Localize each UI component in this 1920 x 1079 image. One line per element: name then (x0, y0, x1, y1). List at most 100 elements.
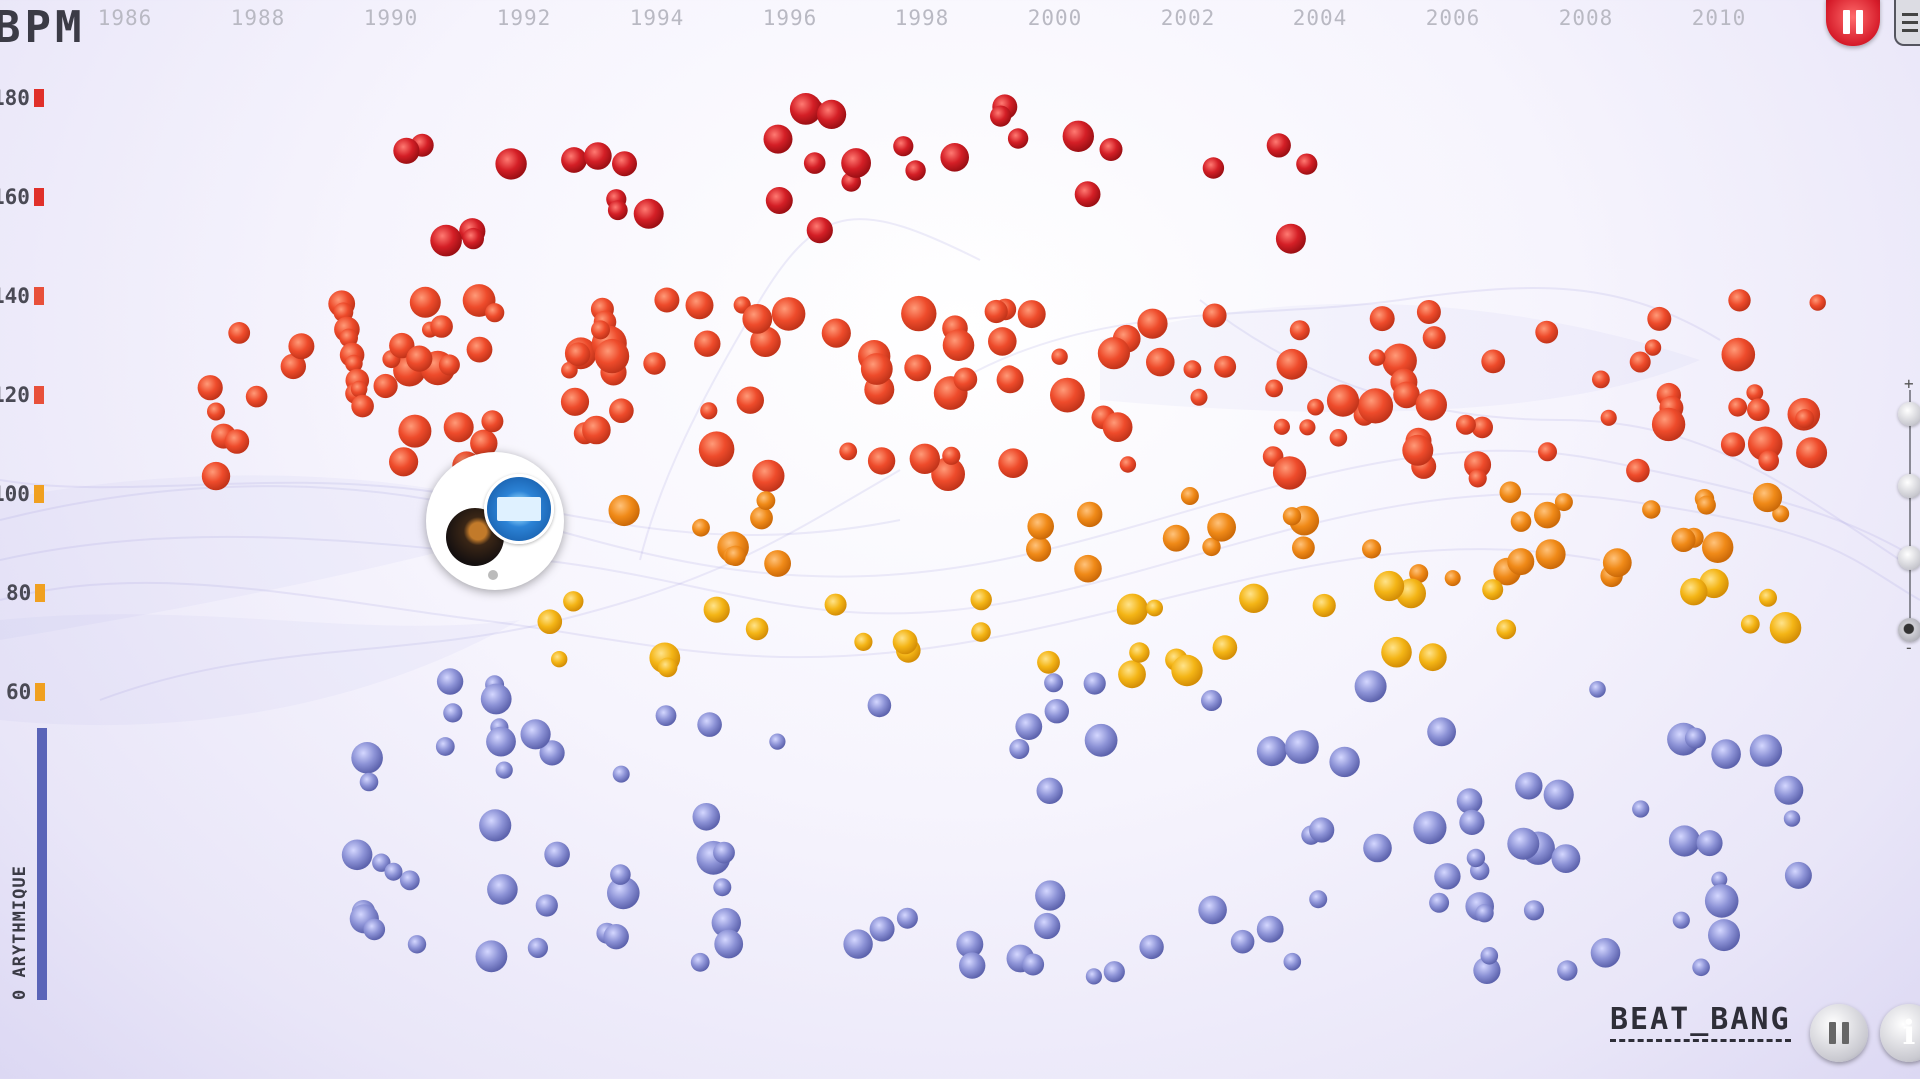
song-bubble[interactable] (1083, 672, 1106, 695)
song-bubble[interactable] (1326, 384, 1360, 417)
song-bubble[interactable] (750, 326, 781, 358)
song-bubble[interactable] (1809, 294, 1826, 311)
song-bubble[interactable] (224, 429, 250, 454)
song-bubble[interactable] (1473, 956, 1501, 985)
song-bubble[interactable] (537, 609, 563, 634)
song-bubble[interactable] (612, 151, 637, 177)
song-bubble[interactable] (1642, 500, 1661, 519)
song-bubble[interactable] (466, 336, 493, 363)
song-bubble[interactable] (1309, 817, 1335, 843)
song-bubble[interactable] (725, 545, 746, 566)
song-bubble[interactable] (345, 354, 363, 373)
song-bubble[interactable] (697, 712, 722, 737)
year-label[interactable]: 2006 (1425, 6, 1481, 30)
song-bubble[interactable] (1357, 388, 1394, 424)
song-bubble[interactable] (1329, 746, 1360, 778)
song-bubble[interactable] (752, 459, 785, 492)
song-bubble[interactable] (1202, 537, 1221, 557)
song-bubble[interactable] (393, 137, 420, 164)
song-bubble[interactable] (1796, 437, 1828, 469)
song-bubble[interactable] (607, 200, 628, 221)
song-bubble[interactable] (1084, 723, 1118, 757)
song-bubble[interactable] (1702, 531, 1734, 563)
song-bubble[interactable] (824, 593, 847, 616)
song-bubble[interactable] (612, 765, 630, 783)
song-bubble[interactable] (1692, 958, 1710, 977)
song-bubble[interactable] (714, 929, 744, 959)
song-bubble[interactable] (1077, 501, 1103, 528)
song-bubble[interactable] (1368, 349, 1386, 366)
song-bubble[interactable] (1027, 513, 1054, 540)
song-bubble[interactable] (1444, 570, 1461, 587)
song-bubble[interactable] (475, 940, 508, 973)
song-bubble[interactable] (756, 491, 776, 510)
song-bubble[interactable] (789, 93, 822, 125)
song-bubble[interactable] (1299, 419, 1316, 436)
song-bubble[interactable] (942, 446, 961, 465)
song-bubble[interactable] (1034, 912, 1061, 940)
song-bubble[interactable] (551, 651, 568, 668)
zoom-stop-selected[interactable] (1898, 618, 1920, 642)
song-bubble[interactable] (1116, 593, 1148, 625)
song-bubble[interactable] (893, 136, 914, 157)
song-bubble[interactable] (763, 124, 793, 154)
song-bubble[interactable] (398, 414, 432, 448)
song-bubble[interactable] (480, 683, 512, 715)
song-bubble[interactable] (430, 224, 462, 257)
song-bubble[interactable] (1728, 289, 1751, 312)
song-bubble[interactable] (1051, 348, 1068, 365)
song-bubble[interactable] (1459, 809, 1485, 836)
song-bubble[interactable] (892, 629, 918, 655)
song-bubble[interactable] (654, 287, 680, 313)
song-bubble[interactable] (1036, 777, 1063, 804)
song-bubble[interactable] (1202, 157, 1225, 179)
song-bubble[interactable] (971, 622, 991, 642)
song-bubble[interactable] (443, 703, 463, 723)
song-bubble[interactable] (1118, 660, 1146, 689)
song-bubble[interactable] (803, 152, 826, 174)
year-label[interactable]: 2010 (1691, 6, 1747, 30)
song-bubble[interactable] (1180, 487, 1199, 505)
song-bubble[interactable] (904, 354, 932, 382)
song-bubble[interactable] (901, 295, 937, 332)
song-bubble[interactable] (373, 373, 398, 399)
song-bubble[interactable] (435, 737, 455, 756)
song-bubble[interactable] (867, 693, 892, 718)
song-bubble[interactable] (1668, 825, 1701, 857)
song-bubble[interactable] (1256, 736, 1287, 767)
song-bubble[interactable] (607, 876, 640, 910)
song-bubble[interactable] (953, 367, 978, 392)
zoom-stop[interactable] (1898, 474, 1920, 498)
song-bubble[interactable] (1289, 320, 1310, 341)
song-bubble[interactable] (1721, 337, 1756, 372)
song-bubble[interactable] (560, 387, 590, 416)
zoom-minus-icon[interactable]: - (1904, 638, 1914, 657)
song-bubble[interactable] (351, 394, 374, 418)
song-bubble[interactable] (655, 705, 677, 726)
song-bubble[interactable] (1647, 306, 1672, 331)
song-bubble[interactable] (1275, 223, 1306, 254)
year-label[interactable]: 1988 (230, 6, 286, 30)
menu-icon[interactable] (1894, 0, 1920, 46)
song-bubble[interactable] (1557, 960, 1578, 981)
song-bubble[interactable] (1044, 673, 1064, 693)
song-bubble[interactable] (1602, 548, 1632, 578)
song-bubble[interactable] (1632, 800, 1650, 818)
song-bubble[interactable] (1720, 432, 1746, 457)
song-bubble[interactable] (527, 937, 549, 959)
song-bubble[interactable] (561, 361, 578, 379)
song-bubble[interactable] (1037, 650, 1060, 674)
song-bubble[interactable] (854, 632, 873, 652)
year-label[interactable]: 1992 (496, 6, 552, 30)
year-label[interactable]: 1994 (629, 6, 685, 30)
song-bubble[interactable] (905, 160, 926, 181)
song-bubble[interactable] (1626, 458, 1650, 483)
song-bubble[interactable] (970, 588, 992, 611)
song-bubble[interactable] (1507, 827, 1540, 860)
song-bubble[interactable] (1589, 681, 1606, 698)
song-bubble[interactable] (495, 761, 513, 779)
song-bubble[interactable] (1374, 570, 1405, 602)
song-bubble[interactable] (750, 506, 773, 530)
song-bubble[interactable] (1282, 507, 1302, 526)
song-bubble[interactable] (1201, 690, 1222, 711)
